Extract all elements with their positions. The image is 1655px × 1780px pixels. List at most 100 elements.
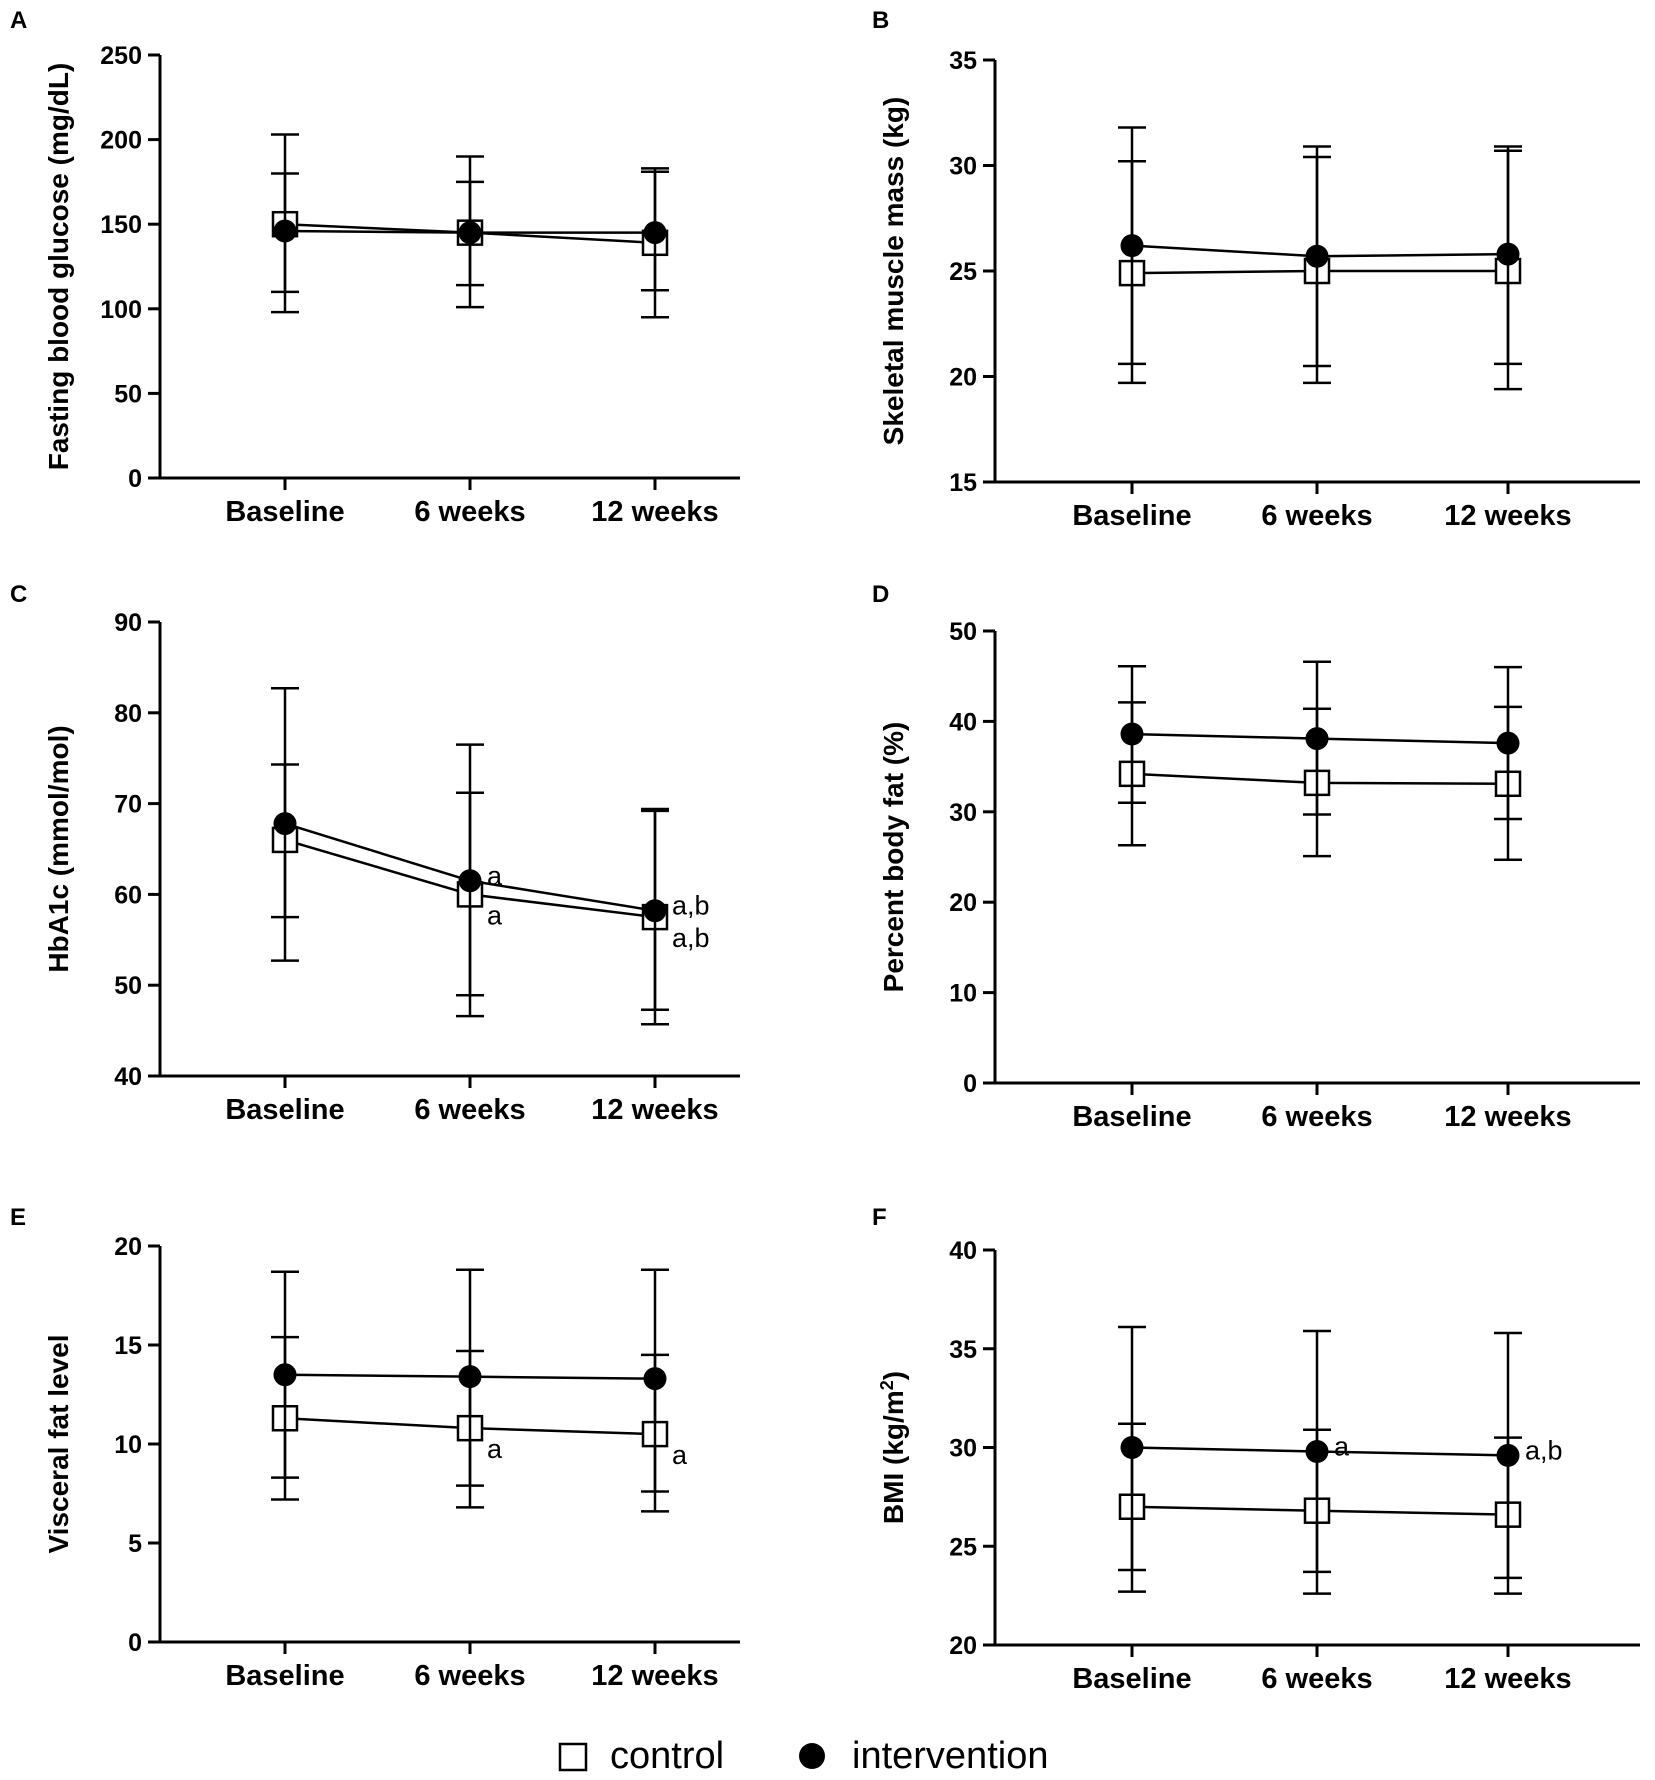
y-tick-label: 10 [949, 980, 977, 1008]
y-tick-label: 50 [949, 618, 977, 646]
panel-e: E 0 5 10 15 20 Baseline 6 weeks 12 weeks Visceral… [10, 1204, 740, 1692]
x-tick-label: 6 weeks [414, 496, 525, 528]
y-tick-label: 60 [114, 881, 142, 909]
x-tick-label: 6 weeks [1261, 500, 1372, 532]
series-intervention [271, 1268, 669, 1493]
x-tick-label: 12 weeks [1444, 500, 1571, 532]
x-tick-label: Baseline [1072, 1101, 1191, 1133]
x-tick-label: 12 weeks [1444, 1663, 1571, 1695]
series-control [1118, 149, 1522, 391]
x-tick-label: 6 weeks [1261, 1101, 1372, 1133]
y-tick-label: 70 [114, 791, 142, 819]
y-tick-label: 15 [114, 1332, 142, 1360]
y-tick-label: 20 [114, 1233, 142, 1261]
x-tick-label: Baseline [225, 1094, 344, 1126]
significance-annotation: a [672, 1440, 688, 1470]
panel-c: C 40 50 60 70 80 90 Baseline 6 weeks 12 weeks HbA1… [10, 581, 740, 1126]
legend-control-marker [558, 1742, 588, 1772]
significance-annotation: a [487, 861, 503, 891]
y-tick-label: 40 [949, 1237, 977, 1265]
data-point-intervention [1305, 1439, 1329, 1463]
legend-intervention-marker [799, 1743, 825, 1769]
panel-f: F 20 25 30 35 40 Baseline 6 weeks 12 weeks BMI (k… [872, 1204, 1640, 1695]
panel-letter: E [10, 1204, 26, 1231]
y-tick-label: 200 [100, 127, 142, 155]
x-tick-label: Baseline [1072, 1663, 1191, 1695]
significance-annotation: a,b [1525, 1435, 1563, 1465]
y-axis-title-suffix: ) [878, 1371, 909, 1380]
y-tick-label: 150 [100, 211, 142, 239]
data-point-intervention [273, 812, 297, 836]
y-axis-title-superscript: 2 [877, 1380, 897, 1390]
panel-d: D 0 10 20 30 40 50 Baseline 6 weeks 12 weeks Perce… [872, 581, 1640, 1133]
x-tick-label: Baseline [225, 1660, 344, 1692]
y-tick-label: 35 [949, 1336, 977, 1364]
significance-annotation: a,b [672, 891, 710, 921]
y-tick-label: 0 [128, 1629, 142, 1657]
series-intervention [1118, 126, 1522, 368]
x-tick-label: Baseline [225, 496, 344, 528]
y-tick-label: 5 [128, 1530, 142, 1558]
y-axis-title: HbA1c (mmol/mol) [43, 725, 74, 972]
y-tick-label: 20 [949, 364, 977, 392]
y-tick-label: 20 [949, 889, 977, 917]
y-tick-label: 20 [949, 1632, 977, 1660]
data-point-intervention [1496, 731, 1520, 755]
y-tick-label: 30 [949, 799, 977, 827]
panel-letter: B [872, 7, 889, 34]
series-intervention [271, 170, 669, 294]
x-tick-label: 12 weeks [591, 1660, 718, 1692]
y-tick-label: 0 [963, 1070, 977, 1098]
x-tick-label: 6 weeks [1261, 1663, 1372, 1695]
panel-letter: C [10, 581, 27, 608]
data-point-intervention [273, 1363, 297, 1387]
data-point-intervention [1496, 1443, 1520, 1467]
y-axis-title: Percent body fat (%) [878, 722, 909, 993]
data-point-intervention [1305, 244, 1329, 268]
y-tick-label: 250 [100, 42, 142, 70]
panel-a: A 0 50 100 150 200 250 Baseline 6 weeks 12 weeks F… [10, 7, 740, 528]
x-tick-label: Baseline [1072, 500, 1191, 532]
legend-intervention-label: intervention [852, 1735, 1048, 1777]
y-tick-label: 25 [949, 258, 977, 286]
y-tick-label: 30 [949, 1435, 977, 1463]
y-tick-label: 30 [949, 153, 977, 181]
y-axis-title: Skeletal muscle mass (kg) [878, 97, 909, 446]
y-axis-title: BMI (kg/m2) [877, 1371, 909, 1524]
significance-annotation: a [487, 900, 503, 930]
data-point-intervention [1305, 727, 1329, 751]
data-point-intervention [1496, 242, 1520, 266]
series-intervention [1118, 660, 1522, 821]
significance-annotation: a [1334, 1431, 1350, 1461]
y-tick-label: 40 [114, 1063, 142, 1091]
y-tick-label: 50 [114, 380, 142, 408]
y-tick-label: 10 [114, 1431, 142, 1459]
significance-annotation: a,b [672, 923, 710, 953]
y-tick-label: 35 [949, 47, 977, 75]
y-tick-label: 80 [114, 700, 142, 728]
series-control: a a,b [271, 763, 710, 1026]
panel-b: B 15 20 25 30 35 Baseline 6 weeks 12 weeks Skelet… [872, 7, 1640, 532]
data-point-intervention [458, 1365, 482, 1389]
panel-letter: F [872, 1204, 887, 1231]
data-point-intervention [643, 1367, 667, 1391]
y-tick-label: 100 [100, 296, 142, 324]
significance-annotation: a [487, 1434, 503, 1464]
data-point-intervention [458, 221, 482, 245]
x-tick-label: 12 weeks [591, 496, 718, 528]
data-point-intervention [1120, 1436, 1144, 1459]
y-axis-title: Visceral fat level [43, 1335, 74, 1554]
y-tick-label: 50 [114, 972, 142, 1000]
y-tick-label: 90 [114, 609, 142, 637]
legend-control-label: control [610, 1735, 724, 1777]
data-point-intervention [643, 221, 667, 245]
x-tick-label: 12 weeks [591, 1094, 718, 1126]
data-point-intervention [1120, 722, 1144, 746]
x-tick-label: 6 weeks [414, 1660, 525, 1692]
data-point-intervention [643, 899, 667, 923]
data-point-intervention [458, 869, 482, 893]
y-tick-label: 15 [949, 469, 977, 497]
panel-letter: A [10, 7, 27, 34]
